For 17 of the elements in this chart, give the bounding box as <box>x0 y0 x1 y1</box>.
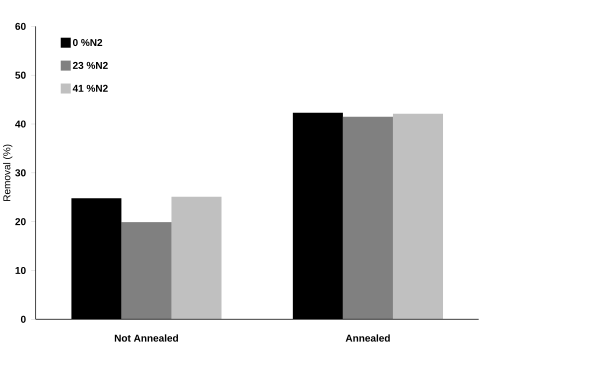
y-tick-label: 0 <box>20 316 26 324</box>
legend-label: 0 %N2 <box>72 39 102 46</box>
y-tick-label: 10 <box>16 267 26 274</box>
bar <box>121 222 172 320</box>
bar <box>171 196 222 320</box>
x-tick-label: Annealed <box>346 334 390 342</box>
legend-label: 41 %N2 <box>72 85 108 92</box>
bar <box>342 116 393 320</box>
y-tick-label: 30 <box>15 170 26 177</box>
x-tick-label: Not Annealed <box>114 334 178 342</box>
legend-label: 23 %N2 <box>72 62 108 70</box>
y-tick-label: 50 <box>15 72 26 79</box>
y-tick-label: 20 <box>15 218 26 226</box>
y-tick-label: 60 <box>15 23 26 30</box>
bar <box>392 114 444 320</box>
y-tick-label: 40 <box>15 120 26 128</box>
y-axis-title: Removal (%) <box>3 144 12 202</box>
